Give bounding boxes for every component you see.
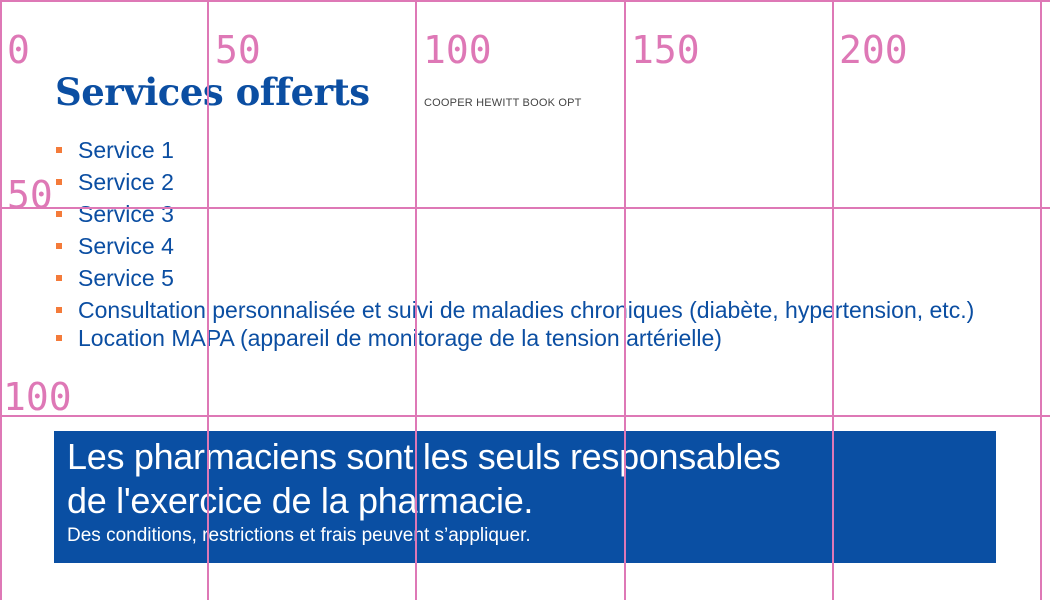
list-item: Service 3 — [56, 198, 174, 230]
grid-label: 150 — [631, 28, 700, 72]
grid-label: 100 — [423, 28, 492, 72]
banner-note: Des conditions, restrictions et frais pe… — [67, 525, 531, 546]
grid-label: 0 — [7, 28, 30, 72]
disclaimer-banner: Les pharmaciens sont les seuls responsab… — [54, 431, 996, 563]
grid-line — [0, 0, 2, 600]
grid-line — [0, 0, 1050, 2]
font-label: COOPER HEWITT BOOK OPT — [424, 97, 582, 109]
list-item: Service 5 — [56, 262, 174, 294]
list-item: Service 1 — [56, 134, 174, 166]
list-item: Service 4 — [56, 230, 174, 262]
grid-label: 100 — [3, 375, 72, 419]
section-title: Services offerts — [55, 70, 370, 114]
grid-label: 200 — [839, 28, 908, 72]
list-item: Consultation personnalisée et suivi de m… — [56, 296, 1006, 324]
list-item: Location MAPA (appareil de monitorage de… — [56, 324, 1006, 352]
grid-line — [0, 415, 1050, 417]
services-list: Service 1 Service 2 Service 3 Service 4 … — [56, 134, 174, 294]
banner-line-2: de l'exercice de la pharmacie. — [67, 480, 534, 521]
list-item: Service 2 — [56, 166, 174, 198]
grid-line — [1040, 0, 1042, 600]
overlay-services-list: Consultation personnalisée et suivi de m… — [56, 296, 1006, 352]
grid-label: 50 — [7, 173, 53, 217]
grid-label: 50 — [215, 28, 261, 72]
banner-line-1: Les pharmaciens sont les seuls responsab… — [67, 436, 781, 477]
